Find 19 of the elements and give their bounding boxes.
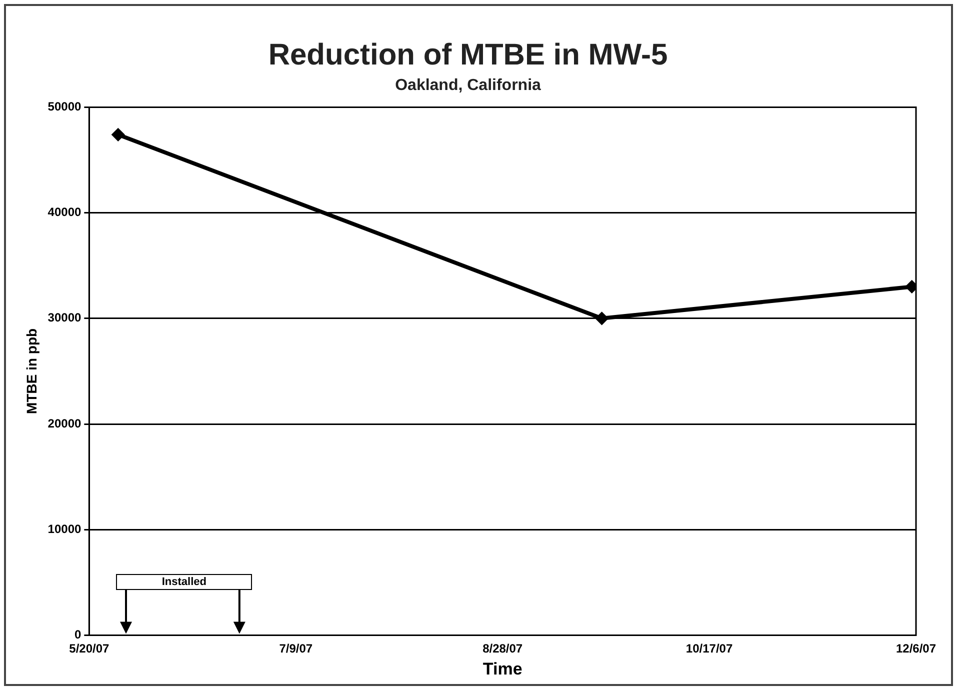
x-tick-label: 10/17/07 (686, 642, 733, 656)
y-axis-title: MTBE in ppb (23, 328, 40, 414)
y-tick-label: 20000 (48, 416, 82, 430)
chart-subtitle: Oakland, California (395, 77, 542, 94)
chart-title: Reduction of MTBE in MW-5 (268, 38, 668, 72)
annotation: Installed (116, 574, 252, 590)
x-tick-label: 5/20/07 (69, 642, 110, 656)
x-tick-label: 12/6/07 (896, 642, 936, 656)
point (596, 312, 608, 324)
y-tick-label: 0 (74, 628, 82, 642)
y-tick-label: 40000 (48, 205, 82, 220)
x-axis-title: Time (482, 659, 522, 678)
x-tick-label: 8/28/07 (482, 642, 523, 656)
y-tick-label: 30000 (48, 310, 82, 325)
y-tick-label: 50000 (48, 100, 82, 114)
x-tick-label: 7/9/07 (279, 642, 313, 656)
callout-with-arrows: Installed (116, 574, 252, 634)
point (112, 128, 124, 141)
y-tick-label: 10000 (48, 522, 82, 536)
